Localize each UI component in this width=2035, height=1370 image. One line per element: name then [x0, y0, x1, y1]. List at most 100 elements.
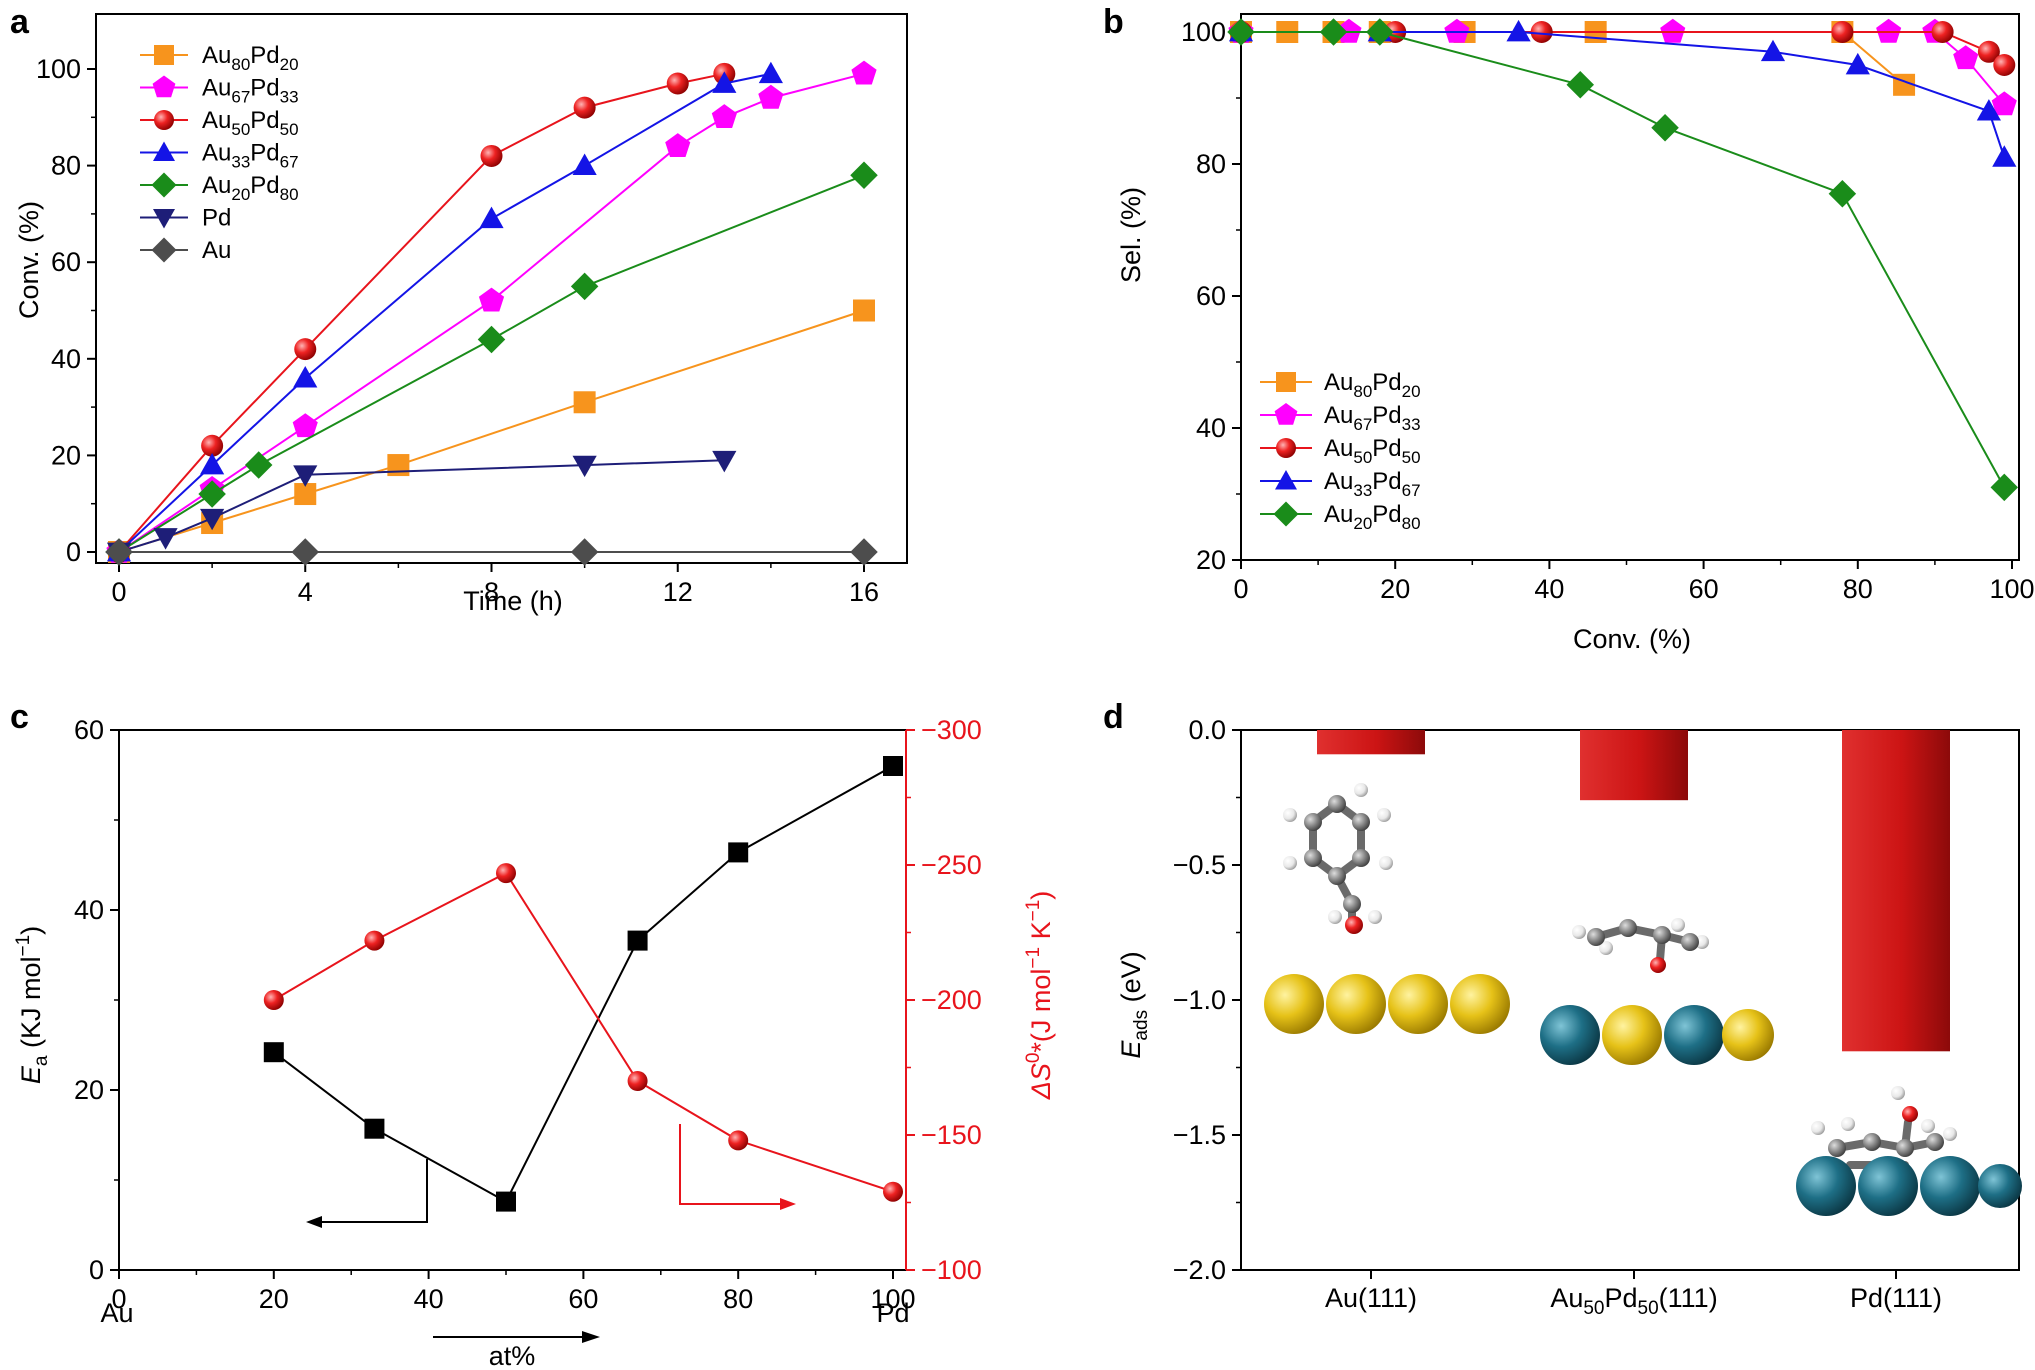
legend-label-part: 50 — [1402, 448, 1421, 467]
panel-a-point-Au67Pd33 — [665, 133, 691, 157]
panel-b-y-tick-label: 60 — [1196, 281, 1226, 311]
legend-label-part: 20 — [280, 55, 299, 74]
panel-a-legend-marker-Au — [151, 237, 177, 263]
panel-c-y-tick-label: 60 — [74, 715, 104, 745]
panel-a-legend-label-Au20Pd80: Au20Pd80 — [202, 172, 299, 204]
panel-b-legend-marker-Au20Pd80 — [1273, 501, 1299, 527]
panel-b-x-tick-label: 100 — [1989, 574, 2034, 604]
panel-c-x-axis-title: at% — [489, 1341, 536, 1370]
panel-d-category-label-0: Au(111) — [1325, 1283, 1417, 1313]
panel-b-legend-marker-Au67Pd33 — [1274, 403, 1298, 425]
panel-a-point-Au33Pd67 — [200, 452, 225, 475]
panel-b-point-Au67Pd33 — [1953, 45, 1979, 70]
legend-label-part: Pd — [1372, 501, 1401, 528]
panel-b-legend-label-Au80Pd20: Au80Pd20 — [1324, 369, 1421, 401]
panel-a-legend-label-Au33Pd67: Au33Pd67 — [202, 140, 299, 172]
panel-a-point-Pd — [153, 528, 178, 550]
panel-a-point-Au — [291, 538, 319, 566]
panel-a-legend-label-Au50Pd50: Au50Pd50 — [202, 107, 299, 139]
panel-a-point-Pd — [712, 450, 737, 473]
panel-c-left-axis-pointer — [306, 1159, 428, 1228]
panel-a-point-Au33Pd67 — [479, 206, 504, 229]
legend-label-part: 20 — [1402, 382, 1421, 401]
panel-c-y-tick-label: 20 — [74, 1075, 104, 1105]
panel-a-point-Au50Pd50 — [201, 434, 224, 457]
legend-label-part: 67 — [1353, 415, 1372, 434]
panel-a-legend-marker-Au20Pd80 — [151, 172, 177, 198]
panel-c-point-dS — [263, 990, 284, 1010]
panel-b-y-tick-label: 20 — [1196, 545, 1226, 575]
panel-b-point-Au20Pd80 — [1366, 18, 1394, 46]
panel-c-point-Ea — [364, 1118, 385, 1139]
panel-a-point-Au80Pd20 — [573, 391, 596, 414]
panel-d-bar-0 — [1317, 730, 1425, 755]
panel-d-y-tick-label: −0.5 — [1173, 850, 1226, 880]
panel-a-x-tick-label: 4 — [298, 577, 313, 607]
panel-b-series-line-Au33Pd67 — [1241, 31, 2006, 158]
panel-a-point-Au33Pd67 — [293, 366, 318, 388]
panel-a-legend-label-Pd: Pd — [202, 205, 231, 232]
panel-d-y-tick-label: −1.5 — [1173, 1120, 1226, 1150]
panel-a-y-tick-label: 60 — [51, 247, 81, 277]
legend-label-part: Au — [202, 42, 231, 69]
panel-a-point-Au — [105, 538, 133, 566]
panel-a-legend-marker-Au50Pd50 — [154, 110, 174, 130]
panel-d-bar-2 — [1842, 730, 1950, 1052]
molecule-on-pd111-picture — [1796, 1086, 2022, 1216]
panel-a-legend-label-Au80Pd20: Au80Pd20 — [202, 42, 299, 74]
panel-b-point-Au50Pd50 — [1977, 40, 2000, 63]
legend-label-part: Au — [1324, 402, 1353, 429]
panel-b-point-Au33Pd67 — [1845, 52, 1870, 75]
panel-c-y2-axis-title: ΔS0*(J mol−1 K−1) — [1023, 891, 1056, 1101]
panel-b-point-Au50Pd50 — [1993, 54, 2016, 76]
panel-a-y-tick-label: 80 — [51, 151, 81, 181]
panel-a-point-Pd — [293, 465, 318, 487]
legend-label-part: Au — [202, 75, 231, 102]
legend-label-part: Pd — [1372, 369, 1401, 396]
panel-d-bar-1 — [1580, 730, 1688, 801]
panel-c-point-Ea — [883, 756, 903, 776]
panel-d-adsorption-energy: 0.0−0.5−1.0−1.5−2.0Au(111) Pd(111)Au50Pd5… — [1173, 715, 2020, 1319]
panel-d-category-label-1: Au50Pd50(111) — [1550, 1283, 1717, 1319]
panel-b-x-tick-label: 40 — [1534, 574, 1564, 604]
panel-a-point-Au33Pd67 — [572, 153, 597, 175]
panel-c-right-y-tick-label: −250 — [921, 850, 982, 880]
panel-c-x-tick-label: 20 — [259, 1284, 289, 1314]
panel-b-legend-label-Au33Pd67: Au33Pd67 — [1324, 468, 1421, 500]
panel-a-point-Au67Pd33 — [758, 84, 784, 109]
panel-b-point-Au33Pd67 — [1506, 19, 1531, 42]
panel-c-series-line-Ea — [273, 765, 894, 1203]
legend-label-part: 80 — [1353, 382, 1372, 401]
panel-letter-c: c — [10, 698, 29, 736]
legend-label-part: Au — [1324, 501, 1353, 528]
panel-a-point-Pd — [572, 455, 597, 478]
panel-c-series-line-dS — [273, 871, 894, 1193]
panel-b-point-Au33Pd67 — [1760, 39, 1786, 62]
panel-a-x-tick-label: 16 — [849, 577, 879, 607]
panel-b-point-Au50Pd50 — [1931, 21, 1954, 43]
legend-label-part: 80 — [1402, 514, 1421, 533]
panel-a-x-tick-label: 8 — [484, 577, 499, 607]
panel-d-y-tick-label: 0.0 — [1188, 715, 1226, 745]
legend-label-part: 50 — [1353, 448, 1372, 467]
panel-b-y-tick-label: 100 — [1181, 17, 1226, 47]
category-label-part: 50 — [1583, 1298, 1604, 1319]
legend-label-part: Pd — [1372, 435, 1401, 462]
panel-c-right-y-tick-label: −150 — [921, 1120, 982, 1150]
panel-a-y-tick-label: 100 — [36, 54, 81, 84]
legend-label-part: 20 — [1353, 514, 1372, 533]
panel-a-point-Au50Pd50 — [666, 72, 689, 95]
category-label-part: Pd — [1604, 1283, 1637, 1313]
panel-d-y-tick-label: −2.0 — [1173, 1255, 1226, 1285]
panel-c-point-Ea — [263, 1042, 284, 1063]
panel-c-point-dS — [627, 1071, 648, 1091]
panel-b-series-line-Au67Pd33 — [1241, 31, 2006, 106]
panel-a-series-line-Au80Pd20 — [118, 309, 865, 553]
panel-c-right-axis-pointer — [679, 1124, 796, 1210]
legend-label-part: 80 — [231, 55, 250, 74]
panel-a-point-Au20Pd80 — [477, 325, 506, 354]
panel-d-y-axis-title: Eads (eV) — [1116, 951, 1152, 1058]
panel-b-point-Au67Pd33 — [1444, 18, 1470, 43]
panel-a-point-Au20Pd80 — [198, 480, 226, 508]
panel-a-point-Au67Pd33 — [478, 287, 505, 312]
